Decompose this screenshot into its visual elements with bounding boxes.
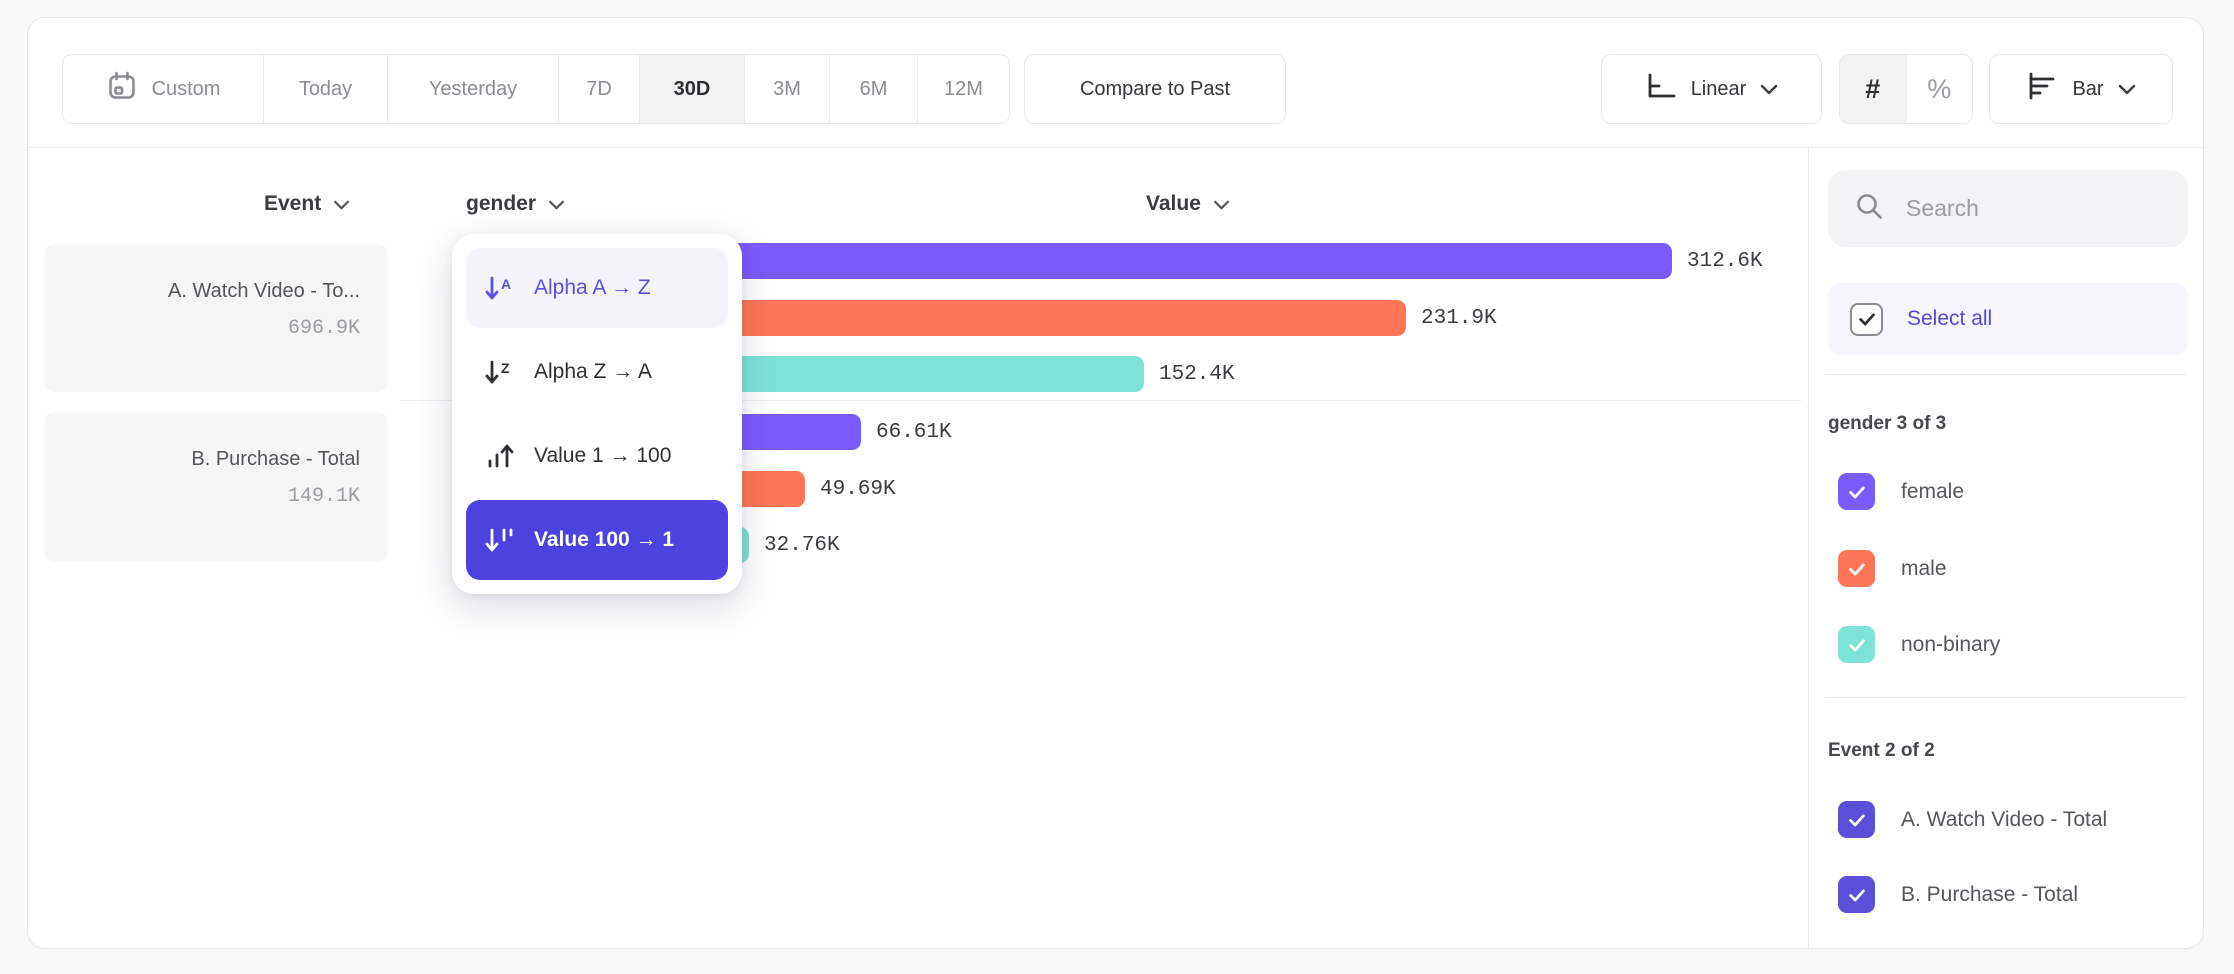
date-range-7d[interactable]: 7D (559, 55, 640, 123)
value-format-toggle: # % (1839, 54, 1973, 124)
toolbar-divider (28, 147, 2203, 148)
sort-option-alpha-desc[interactable]: Z Alpha Z → A (466, 332, 728, 412)
event-row-purchase[interactable]: B. Purchase - Total 149.1K (44, 412, 388, 561)
bar-value-label: 312.6K (1687, 249, 1763, 273)
bar-value-label: 152.4K (1159, 362, 1235, 386)
non-binary-checkbox[interactable] (1838, 626, 1875, 663)
male-checkbox[interactable] (1838, 550, 1875, 587)
legend-item-male[interactable]: male (1838, 550, 1947, 587)
check-icon (1858, 313, 1875, 326)
date-range-30d[interactable]: 30D (640, 55, 745, 123)
check-icon (1848, 563, 1865, 575)
sort-option-alpha-asc[interactable]: A Alpha A → Z (466, 248, 728, 328)
date-range-12m[interactable]: 12M (944, 77, 983, 100)
bar-watch-video-male[interactable]: 231.9K (641, 300, 1497, 336)
event-title: A. Watch Video - To... (168, 280, 360, 302)
date-range-custom[interactable]: Custom (63, 55, 264, 123)
percent-icon: % (1927, 73, 1952, 104)
legend-item-non-binary[interactable]: non-binary (1838, 626, 2000, 663)
sort-value-desc-icon (484, 524, 516, 556)
sidebar-section-divider (1826, 374, 2186, 375)
chevron-down-icon (333, 192, 350, 216)
select-all-checkbox[interactable] (1850, 302, 1883, 336)
sort-alpha-asc-icon: A (484, 272, 516, 304)
check-icon (1848, 889, 1865, 901)
select-all-label: Select all (1907, 307, 1993, 330)
sort-option-value-asc[interactable]: Value 1 → 100 (466, 416, 728, 496)
date-range-3m[interactable]: 3M (745, 55, 830, 123)
bar-segment[interactable] (641, 243, 1672, 279)
svg-text:Z: Z (501, 360, 510, 376)
bar-chart-icon (2026, 71, 2058, 107)
legend-item-female[interactable]: female (1838, 473, 1964, 510)
count-format-button[interactable]: # (1840, 55, 1907, 123)
date-range-6m[interactable]: 6M (830, 55, 918, 123)
purchase-checkbox[interactable] (1838, 876, 1875, 913)
watch-video-checkbox[interactable] (1838, 801, 1875, 838)
legend-item-watch-video[interactable]: A. Watch Video - Total (1838, 801, 2107, 838)
hash-icon: # (1865, 73, 1881, 104)
search-icon (1854, 191, 1884, 226)
svg-text:A: A (501, 276, 511, 292)
event-title: B. Purchase - Total (191, 448, 360, 470)
bar-segment[interactable] (641, 300, 1406, 336)
percent-format-button[interactable]: % (1907, 55, 1973, 123)
sidebar-search (1828, 170, 2188, 247)
sort-alpha-desc-icon: Z (484, 356, 516, 388)
check-icon (1848, 639, 1865, 651)
bar-value-label: 231.9K (1421, 306, 1497, 330)
sort-dropdown-menu: A Alpha A → Z Z Alpha Z → A Value 1 → 1 (452, 234, 742, 594)
linear-scale-icon (1645, 71, 1677, 107)
bar-value-label: 49.69K (820, 477, 896, 501)
bar-value-label: 32.76K (764, 533, 840, 557)
breakdown-column-header[interactable]: gender (466, 190, 565, 218)
event-total-value: 696.9K (287, 317, 360, 340)
event-section-title: Event 2 of 2 (1828, 740, 1935, 761)
date-range-yesterday[interactable]: Yesterday (388, 55, 559, 123)
value-column-header[interactable]: Value (1146, 190, 1230, 218)
bar-watch-video-female[interactable]: 312.6K (641, 243, 1763, 279)
chart-type-label: Bar (2072, 77, 2104, 100)
check-icon (1848, 814, 1865, 826)
event-column-header[interactable]: Event (264, 190, 350, 218)
event-total-value: 149.1K (287, 485, 360, 508)
chevron-down-icon (1213, 192, 1230, 216)
chevron-down-icon (548, 192, 565, 216)
check-icon (1848, 486, 1865, 498)
date-range-label: Custom (151, 77, 221, 100)
calendar-icon (106, 70, 138, 108)
chart-type-dropdown[interactable]: Bar (1989, 54, 2173, 124)
legend-item-purchase[interactable]: B. Purchase - Total (1838, 876, 2078, 913)
event-group-divider (401, 400, 1801, 401)
gender-section-title: gender 3 of 3 (1828, 413, 1947, 434)
event-row-watch-video[interactable]: A. Watch Video - To... 696.9K (44, 244, 388, 392)
chevron-down-icon (1760, 78, 1778, 101)
select-all-row[interactable]: Select all (1828, 283, 2188, 355)
bar-value-label: 66.61K (876, 420, 952, 444)
date-range-today[interactable]: Today (264, 55, 388, 123)
report-card: Custom Today Yesterday 7D 30D 3M 6M 12M … (27, 17, 2204, 949)
sort-option-value-desc[interactable]: Value 100 → 1 (466, 500, 728, 580)
sidebar-divider (1808, 147, 1809, 948)
scale-dropdown[interactable]: Linear (1601, 54, 1822, 124)
chevron-down-icon (2118, 78, 2136, 101)
scale-label: Linear (1690, 77, 1747, 100)
female-checkbox[interactable] (1838, 473, 1875, 510)
search-input[interactable] (1904, 194, 2162, 223)
compare-to-past-button[interactable]: Compare to Past (1024, 54, 1286, 124)
sidebar-section-divider (1826, 697, 2186, 698)
date-range-selector: Custom Today Yesterday 7D 30D 3M 6M 12M (62, 54, 1010, 124)
sort-value-asc-icon (484, 440, 516, 472)
